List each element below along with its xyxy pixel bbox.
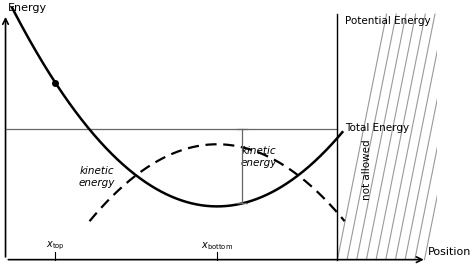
Text: kinetic
energy: kinetic energy: [240, 146, 277, 168]
Text: Potential Energy: Potential Energy: [345, 16, 430, 26]
Text: Total Energy: Total Energy: [345, 123, 409, 133]
Text: $x_\mathrm{top}$: $x_\mathrm{top}$: [46, 240, 64, 252]
Text: $x_\mathrm{bottom}$: $x_\mathrm{bottom}$: [201, 241, 233, 252]
Text: Position: Position: [428, 247, 471, 257]
Text: not allowed: not allowed: [362, 139, 372, 200]
Text: Energy: Energy: [8, 3, 47, 13]
Text: kinetic
energy: kinetic energy: [79, 166, 115, 188]
